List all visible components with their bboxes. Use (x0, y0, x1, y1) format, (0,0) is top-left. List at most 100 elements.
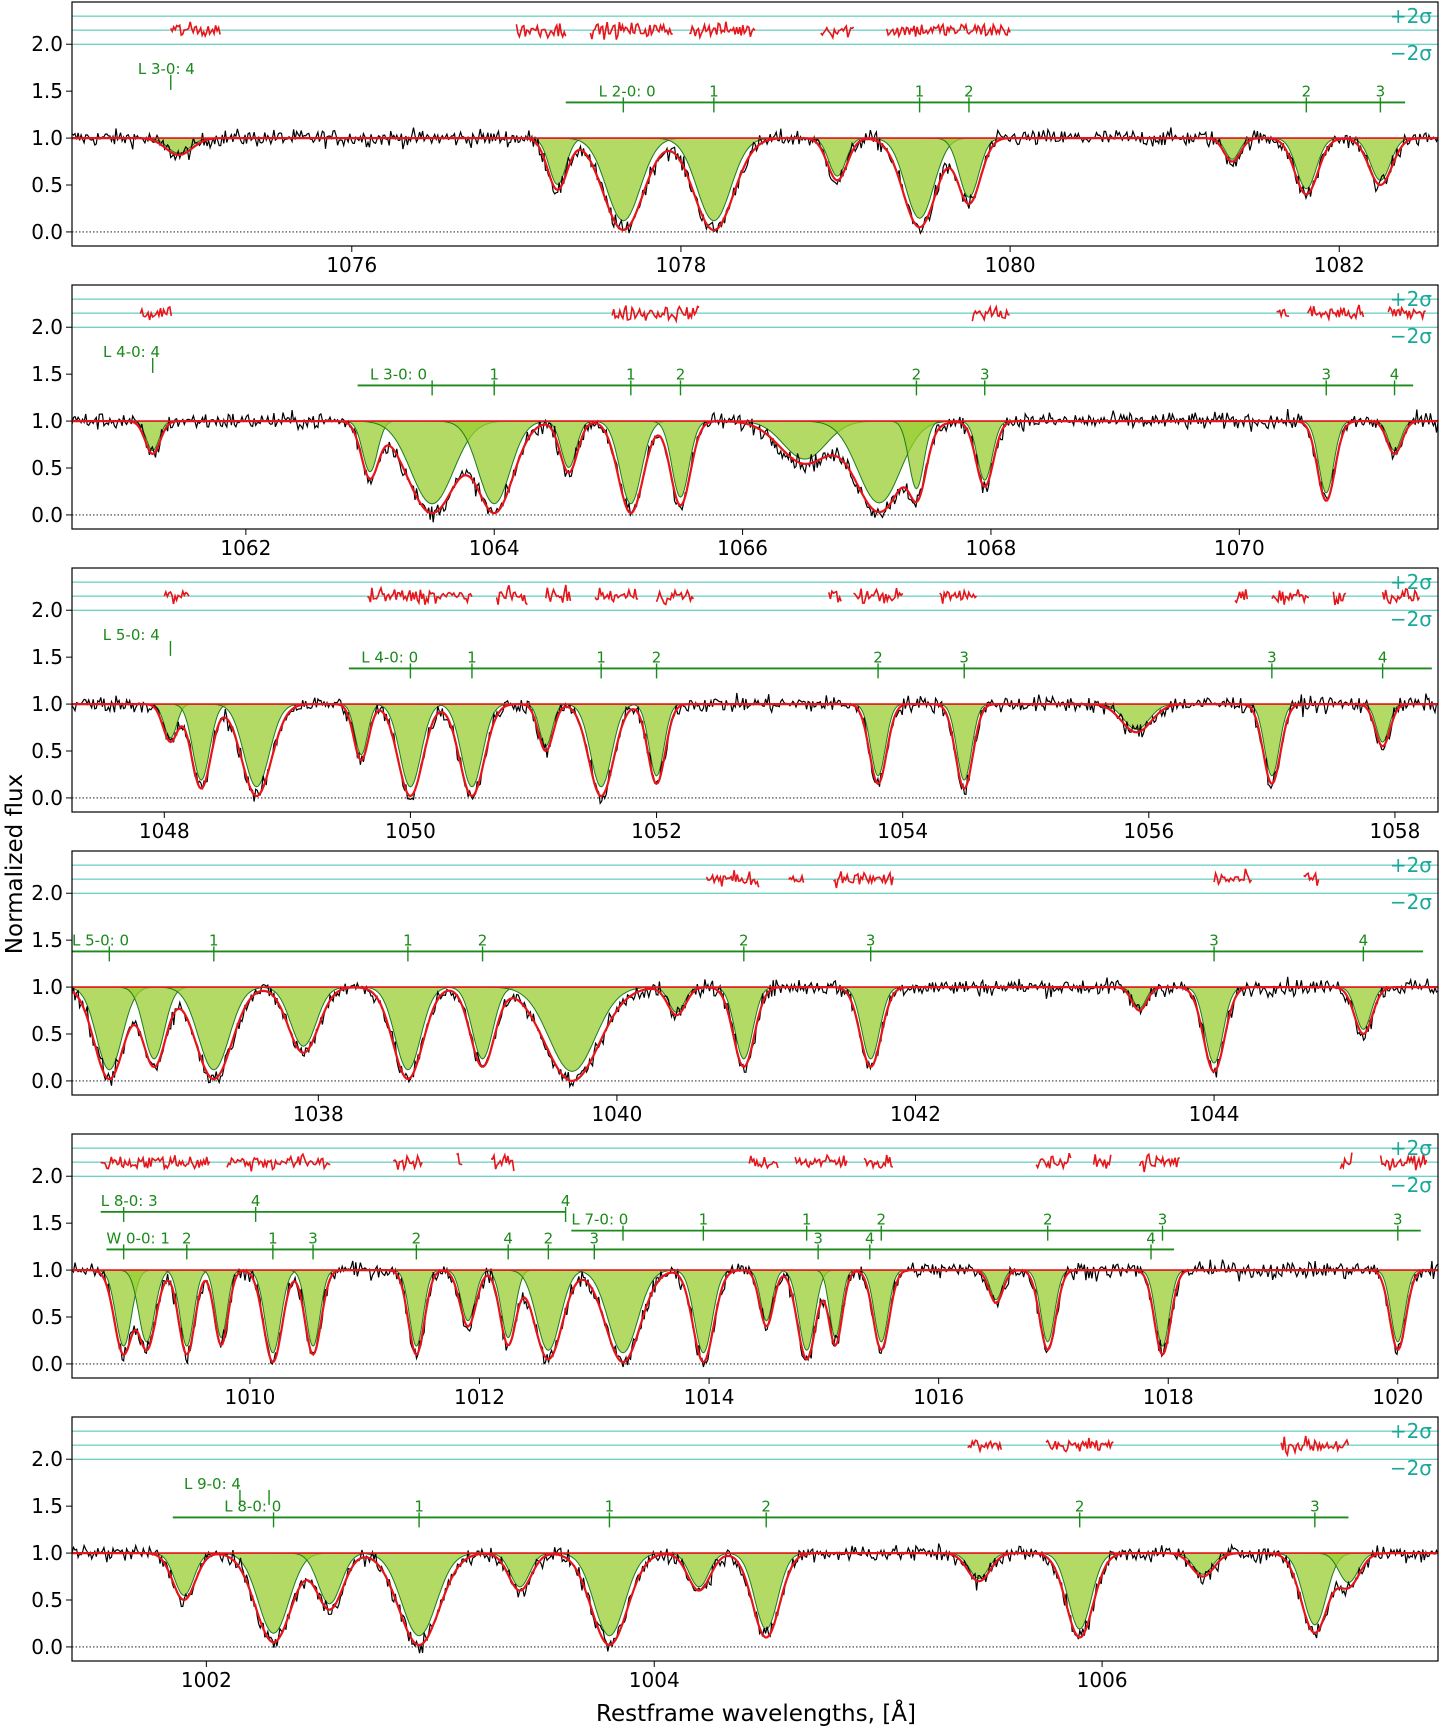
fit-residual-segment (1138, 1152, 1181, 1173)
plus-2-sigma-label: +2σ (1390, 1419, 1432, 1443)
transition-label: 2 (739, 931, 749, 949)
fit-residual-segment (545, 584, 572, 603)
y-tick-label: 0.5 (31, 739, 63, 763)
transition-label: 4 (561, 1192, 571, 1210)
y-tick-label: 1.0 (31, 692, 63, 716)
y-tick-label: 0.5 (31, 1588, 63, 1612)
transition-label: 3 (959, 648, 969, 666)
transition-label: 1 (699, 1211, 709, 1229)
y-tick-label: 2.0 (31, 315, 63, 339)
x-tick-label: 1010 (224, 1385, 275, 1409)
panel-frame (71, 567, 1439, 813)
x-tick-label: 1040 (591, 1102, 642, 1126)
transition-label: 3 (1310, 1497, 1320, 1515)
x-tick-label: 1016 (913, 1385, 964, 1409)
line-system-label: L 8-0: 0 (224, 1497, 281, 1515)
transition-label: 4 (865, 1229, 875, 1247)
y-tick-label: 1.0 (31, 975, 63, 999)
transition-label: 2 (478, 931, 488, 949)
fit-residual-segment (967, 1439, 1003, 1454)
transition-label: 1 (626, 365, 636, 383)
y-tick-label: 0.0 (31, 786, 63, 810)
model-profile-line (72, 986, 1438, 1082)
fit-residual-segment (1213, 868, 1253, 887)
fit-residual-segment (1381, 588, 1421, 605)
fit-residual-segment (939, 587, 978, 604)
x-tick-label: 1080 (985, 253, 1036, 277)
transition-label: 2 (964, 82, 974, 100)
fit-residual-segment (163, 588, 190, 605)
transition-label: 3 (813, 1229, 823, 1247)
fit-residual-segment (1306, 304, 1365, 323)
fit-residual-segment (853, 587, 904, 604)
fit-residual-segment (589, 21, 673, 40)
fit-residual-segment (1332, 591, 1347, 606)
transition-label: 4 (1390, 365, 1400, 383)
x-tick-label: 1078 (655, 253, 706, 277)
panel-frame (71, 284, 1439, 530)
transition-label: 1 (467, 648, 477, 666)
panel-plot-area: L 3-0: 4 L 2-0: 0 1 1 2 2 3 (72, 15, 1438, 235)
plus-2-sigma-label: +2σ (1390, 287, 1432, 311)
y-tick-label: 2.0 (31, 1447, 63, 1471)
x-tick-label: 1058 (1369, 819, 1420, 843)
plus-2-sigma-label: +2σ (1390, 853, 1432, 877)
y-tick-label: 1.5 (31, 928, 63, 952)
y-tick-label: 0.5 (31, 1022, 63, 1046)
fit-residual-segment (1234, 589, 1249, 604)
x-tick-label: 1076 (326, 253, 377, 277)
y-tick-label: 2.0 (31, 881, 63, 905)
x-tick-label: 1018 (1143, 1385, 1194, 1409)
minus-2-sigma-label: −2σ (1390, 607, 1432, 631)
x-tick-label: 1014 (684, 1385, 735, 1409)
y-tick-label: 1.5 (31, 1494, 63, 1518)
line-system-label: L 3-0: 0 (370, 365, 427, 383)
fit-residual-segment (863, 1154, 894, 1171)
fit-residual-segment (1303, 870, 1320, 886)
transition-label: 2 (1075, 1497, 1085, 1515)
y-tick-label: 2.0 (31, 598, 63, 622)
fit-residual-segment (367, 585, 473, 606)
transition-label: 1 (414, 1497, 424, 1515)
transition-label: 1 (268, 1229, 278, 1247)
fit-residual-segment (1092, 1154, 1112, 1169)
x-tick-label: 1002 (181, 1668, 232, 1692)
fit-residual-segment (392, 1153, 423, 1173)
panel-3: L 5-0: 4 L 4-0: 0 1 1 2 2 3 3 4 +2σ −2σ 0.0 0.5 1.0 1.… (31, 567, 1439, 843)
transition-label: 3 (1158, 1211, 1168, 1229)
y-tick-label: 0.0 (31, 1069, 63, 1093)
transition-label: 4 (251, 1192, 261, 1210)
panel-frame (71, 1133, 1439, 1379)
line-system-label: L 9-0: 4 (184, 1475, 241, 1493)
transition-label: 2 (761, 1497, 771, 1515)
x-tick-label: 1038 (293, 1102, 344, 1126)
transition-label: 3 (980, 365, 990, 383)
y-axis-label: Normalized flux (2, 774, 28, 954)
panel-plot-area: L 5-0: 4 L 4-0: 0 1 1 2 2 3 3 4 (72, 581, 1438, 805)
x-tick-label: 1012 (454, 1385, 505, 1409)
panel-plot-area: L 4-0: 4 L 3-0: 0 1 1 2 2 3 3 4 (72, 298, 1438, 523)
plus-2-sigma-label: +2σ (1390, 4, 1432, 28)
x-tick-label: 1048 (139, 819, 190, 843)
y-tick-label: 1.0 (31, 1258, 63, 1282)
fit-residual-segment (705, 870, 760, 888)
x-tick-label: 1082 (1314, 253, 1365, 277)
x-tick-label: 1020 (1372, 1385, 1423, 1409)
transition-label: 1 (915, 82, 925, 100)
panel-frame (71, 1, 1439, 247)
panel-1: L 3-0: 4 L 2-0: 0 1 1 2 2 3 +2σ −2σ 0.0 0.5 1.0 1.5 2… (31, 1, 1439, 277)
line-system-label: L 4-0: 0 (361, 648, 418, 666)
transition-label: 2 (412, 1229, 422, 1247)
plus-2-sigma-label: +2σ (1390, 570, 1432, 594)
minus-2-sigma-label: −2σ (1390, 890, 1432, 914)
panel-2: L 4-0: 4 L 3-0: 0 1 1 2 2 3 3 4 +2σ −2σ 0.0 0.5 1.0 1.… (31, 284, 1439, 560)
fit-residual-segment (139, 305, 173, 321)
transition-label: 1 (209, 931, 219, 949)
x-tick-label: 1006 (1077, 1668, 1128, 1692)
fit-residual-segment (689, 21, 756, 41)
fit-residual-segment (1276, 308, 1290, 319)
transition-label: 2 (652, 648, 662, 666)
y-tick-label: 2.0 (31, 32, 63, 56)
x-tick-label: 1066 (717, 536, 768, 560)
